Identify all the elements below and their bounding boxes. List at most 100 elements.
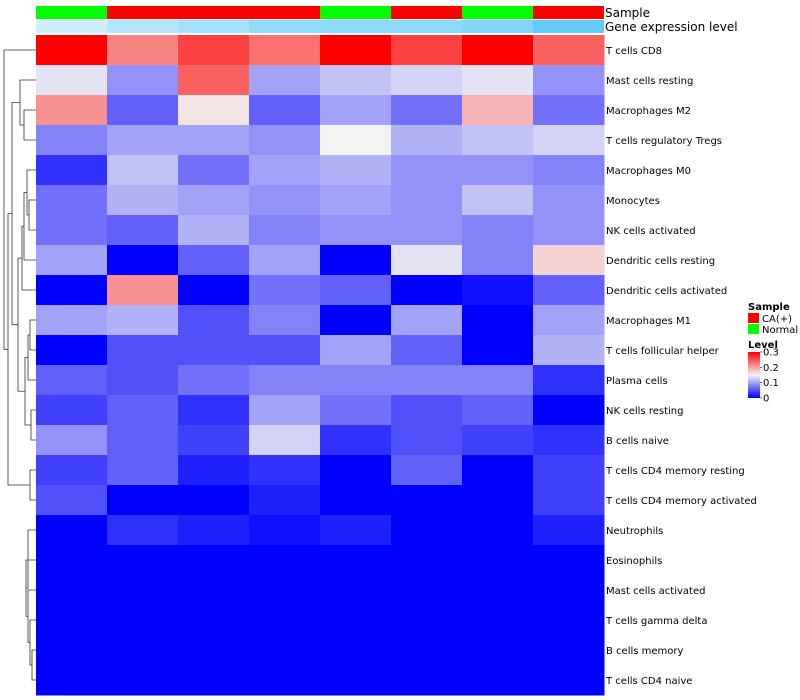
sample-annotation-cell [391,6,462,19]
heatmap-cell [249,605,321,636]
heatmap-cell [178,635,250,666]
heatmap-cell [391,275,463,306]
heatmap-cell [249,275,321,306]
expression-annotation-cell [391,20,462,33]
dendrogram-branch [26,529,36,589]
heatmap-cell [320,485,392,516]
heatmap-cell [320,425,392,456]
heatmap-cell [533,515,605,546]
row-label: Neutrophils [606,526,663,537]
row-label: NK cells resting [606,406,683,417]
heatmap-cell [533,665,605,696]
heatmap-cell [320,545,392,576]
heatmap-cell [533,455,605,486]
heatmap-cell [178,545,250,576]
heatmap-cell [320,65,392,96]
heatmap-cell [107,635,179,666]
heatmap-cell [36,575,108,606]
heatmap-cell [320,455,392,486]
heatmap-cell [249,65,321,96]
row-label: T cells CD4 memory activated [605,496,757,507]
legend-tick-label: 0.1 [763,378,779,389]
heatmap-cell [107,515,179,546]
row-label: T cells CD8 [605,46,662,57]
heatmap-cell [249,155,321,186]
heatmap-cell [533,95,605,126]
heatmap-cell [36,545,108,576]
heatmap-cell [178,515,250,546]
annotation-bars [36,6,604,33]
heatmap-cell [36,185,108,216]
heatmap-cell [320,185,392,216]
dendrogram-branch [23,109,36,141]
heatmap-cell [391,155,463,186]
dendrogram-branch [17,257,25,392]
heatmap-cell [320,395,392,426]
heatmap-cell [36,245,108,276]
heatmap-cell [107,125,179,156]
heatmap-cell [107,305,179,336]
row-label: Plasma cells [606,376,668,387]
heatmap-cell [178,35,250,66]
heatmap-cell [391,455,463,486]
heatmap-cell [533,575,605,606]
heatmap-cell [320,515,392,546]
heatmap-cell [107,185,179,216]
heatmap-cell [249,335,321,366]
heatmap-cell [391,335,463,366]
dendrogram-branch [3,49,36,350]
heatmap-cell [178,335,250,366]
heatmap-cell [107,545,179,576]
heatmap-cell [178,275,250,306]
heatmap-cell [533,215,605,246]
dendrogram-branch [30,409,36,441]
heatmap-cell [391,65,463,96]
heatmap-cell [249,455,321,486]
heatmap-cell [391,95,463,126]
heatmap-cell [533,125,605,156]
heatmap-cell [107,665,179,696]
heatmap-cell [178,395,250,426]
heatmap-cell [462,365,534,396]
heatmap-cell [320,245,392,276]
heatmap-cell [36,425,108,456]
row-label: Eosinophils [606,556,662,567]
heatmap-cell [462,275,534,306]
heatmap-cell [320,125,392,156]
row-label: Macrophages M2 [606,106,691,117]
heatmap-cell [249,245,321,276]
row-label: T cells gamma delta [605,616,707,627]
heatmap-cell [36,305,108,336]
heatmap-cell [533,335,605,366]
heatmap-cell [249,665,321,696]
legend: Sample CA(+) Normal Level 0.3 0.2 0.1 0 [748,302,798,405]
legend-entry-ca: CA(+) [762,314,792,325]
heatmap-cell [533,185,605,216]
heatmap-cell [391,485,463,516]
heatmap-cell [178,155,250,186]
heatmap-cell [107,215,179,246]
heatmap-cell [249,305,321,336]
sample-annotation-cell [533,6,604,19]
row-label: T cells CD4 naive [605,676,692,687]
heatmap-cell [320,575,392,606]
heatmap-cell [320,605,392,636]
heatmap-cell [178,425,250,456]
row-label: T cells follicular helper [605,346,720,357]
heatmap-cell [178,665,250,696]
dendrogram-branch [31,649,36,681]
legend-sample-title: Sample [748,302,790,313]
heatmap-cell [533,245,605,276]
heatmap-cell [533,425,605,456]
row-label: B cells naive [606,436,669,447]
legend-tick-label: 0.3 [763,348,779,359]
heatmap-cell [320,635,392,666]
dendrogram-branch [27,334,36,381]
heatmap-cell [36,95,108,126]
dendrogram-branch [27,589,36,643]
heatmap-cell [249,635,321,666]
sample-annotation-cell [462,6,533,19]
row-label: Macrophages M1 [606,316,691,327]
legend-tick-label: 0 [763,394,769,405]
heatmap-cell [533,65,605,96]
